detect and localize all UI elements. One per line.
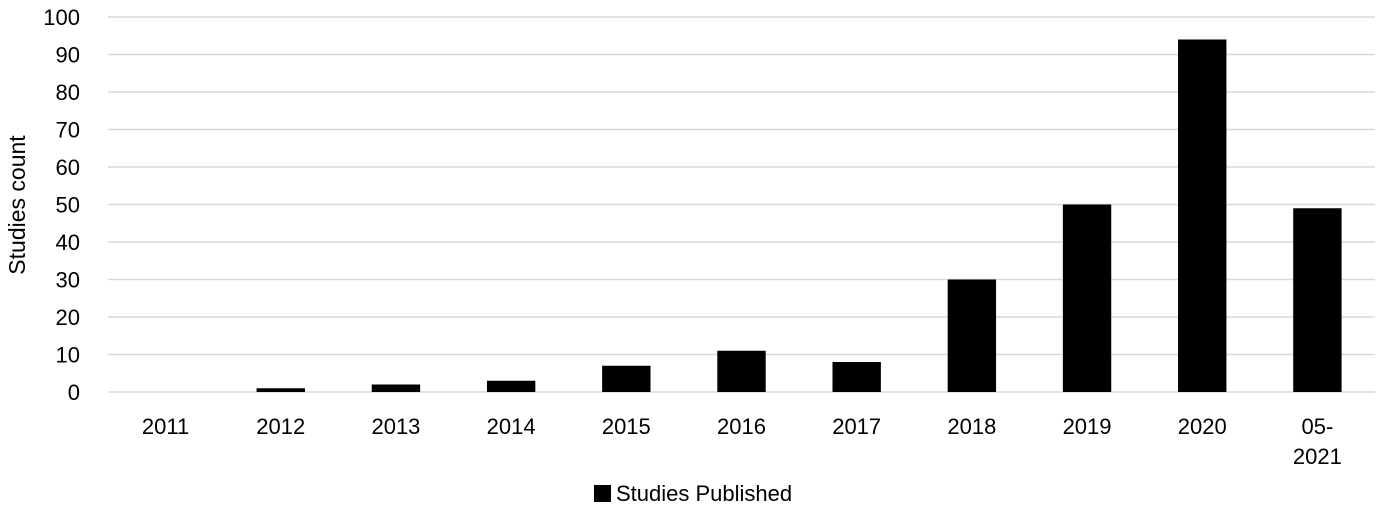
bar-2018: [947, 279, 997, 392]
x-tick-label: 2015: [602, 414, 651, 439]
y-tick-label: 20: [56, 305, 80, 330]
y-tick-label: 70: [56, 118, 80, 143]
bar-2014: [486, 380, 536, 392]
bars: [256, 39, 1342, 392]
y-tick-label: 50: [56, 193, 80, 218]
x-tick-label: 2016: [717, 414, 766, 439]
bar-2016: [717, 350, 766, 392]
x-tick-label: 05-2021: [1293, 414, 1342, 469]
x-tick-label: 2017: [832, 414, 881, 439]
x-tick-label: 2012: [256, 414, 305, 439]
y-tick-label: 40: [56, 230, 80, 255]
bar-2019: [1062, 204, 1112, 392]
y-tick-label: 30: [56, 268, 80, 293]
legend-label: Studies Published: [616, 481, 792, 506]
x-tick-label: 2020: [1178, 414, 1227, 439]
x-tick-label: 2014: [487, 414, 536, 439]
x-axis-ticks: 2011 2012 2013 2014 2015 2016 2017 2018 2019 2020…: [142, 414, 1342, 469]
x-tick-label: 2019: [1063, 414, 1112, 439]
y-tick-label: 0: [68, 380, 80, 405]
x-tick-label: 2011: [142, 414, 189, 439]
x-tick-label: 2013: [371, 414, 420, 439]
bar-2013: [371, 384, 421, 392]
y-tick-label: 90: [56, 43, 80, 68]
y-tick-label: 60: [56, 155, 80, 180]
y-axis-title: Studies count: [4, 135, 30, 275]
y-tick-label: 100: [43, 5, 80, 30]
bar-05-2021: [1293, 208, 1342, 392]
legend: Studies Published: [594, 481, 792, 506]
bar-2017: [832, 362, 881, 392]
y-tick-label: 10: [56, 343, 80, 368]
y-tick-label: 80: [56, 80, 80, 105]
x-tick-label: 2018: [947, 414, 996, 439]
y-axis-ticks: 0 10 20 30 40 50 60 70 80 90 100: [43, 5, 80, 405]
bar-2012: [256, 388, 305, 392]
legend-swatch: [594, 485, 611, 502]
bar-2015: [602, 365, 651, 392]
gridlines: [108, 16, 1375, 393]
bar-2020: [1178, 39, 1227, 392]
